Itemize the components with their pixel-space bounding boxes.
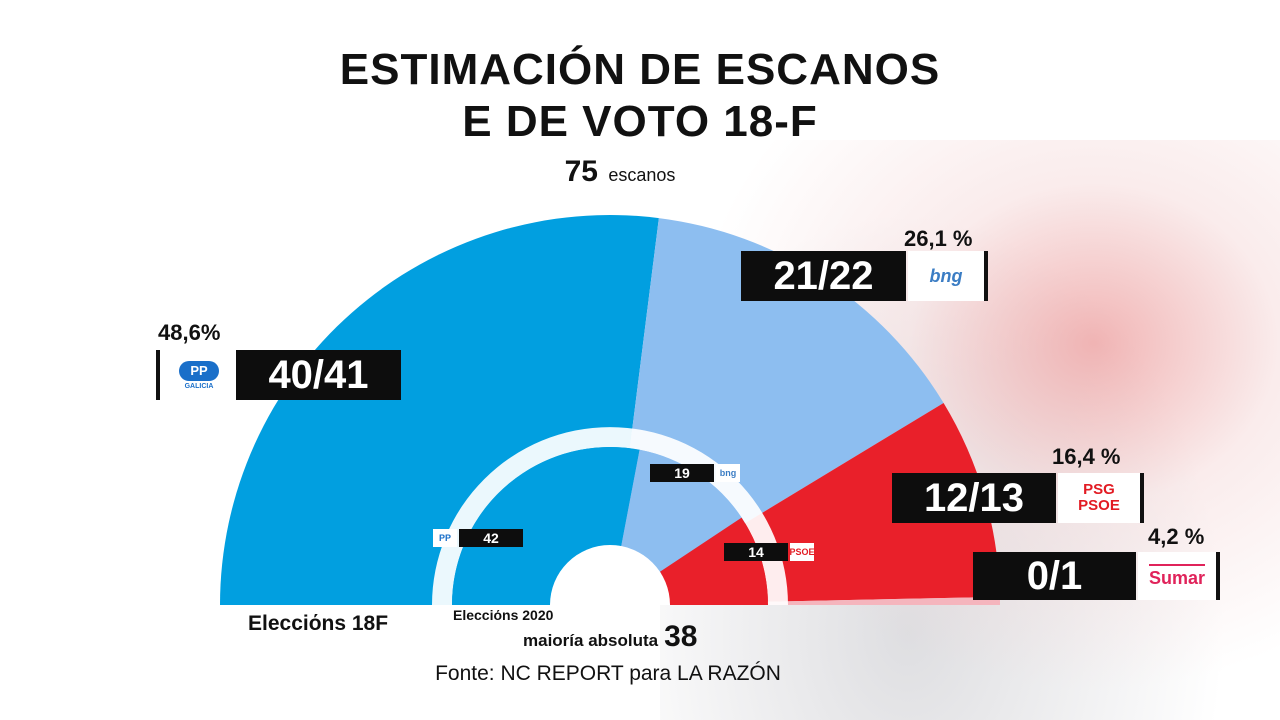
psoe-logo-text: PSG PSOE [1078, 482, 1120, 514]
sumar-logo: Sumar [1138, 552, 1220, 600]
2020-segment-2 [659, 517, 768, 605]
psoe-seats-badge: 12/13 [892, 473, 1056, 523]
pp-logo-icon: PP [179, 360, 219, 381]
label-elections-18f: Elecciόns 18F [248, 612, 389, 635]
title-line-2: E DE VOTO 18-F [462, 97, 818, 146]
psoe-vote-pct: 16,4 % [1052, 444, 1121, 469]
pp-seats-badge: 40/41 [236, 350, 401, 400]
psoe-logo-line1: PSG [1083, 481, 1115, 498]
bng-2020-seats: 19 [650, 464, 714, 482]
2020-segment-0 [452, 447, 640, 605]
pp-logo-sub: GALICIA [184, 382, 214, 390]
label-elections-2020: Elecciόns 2020 [453, 607, 554, 623]
title-line-1: ESTIMACIÓN DE ESCANOS [339, 45, 941, 94]
total-seats: 75 escanos [0, 155, 1240, 189]
pp-logo: PP GALICIA [156, 350, 238, 400]
majority-value: 38 [664, 620, 698, 653]
bng-vote-pct: 26,1 % [904, 226, 973, 251]
sumar-vote-pct: 4,2 % [1148, 524, 1205, 549]
majority-text: maioría absoluta [523, 631, 659, 650]
total-seats-label: escanos [608, 165, 676, 185]
sumar-logo-text: Sumar [1148, 563, 1206, 589]
bng-logo: bng [908, 251, 988, 301]
bng-logo-text: bng [929, 265, 963, 286]
majority-label: maioría absoluta 38 [523, 620, 697, 654]
sumar-seats-badge: 0/1 [973, 552, 1136, 600]
psoe-2020-seats: 14 [724, 543, 788, 561]
pp-2020-logo: PP [433, 529, 457, 547]
psoe-logo: PSG PSOE [1058, 473, 1144, 523]
psoe-2020-logo: PSOE [790, 543, 815, 561]
total-seats-number: 75 [564, 155, 598, 188]
pp-2020-seats: 42 [459, 529, 523, 547]
bng-2020-logo: bng [716, 464, 740, 482]
pp-vote-pct: 48,6% [158, 320, 221, 345]
center-hole [550, 545, 670, 605]
bng-seats-badge: 21/22 [741, 251, 906, 301]
psoe-logo-line2: PSOE [1078, 497, 1120, 514]
source-note: Fonte: NC REPORT para LA RAZÓN [435, 662, 781, 685]
